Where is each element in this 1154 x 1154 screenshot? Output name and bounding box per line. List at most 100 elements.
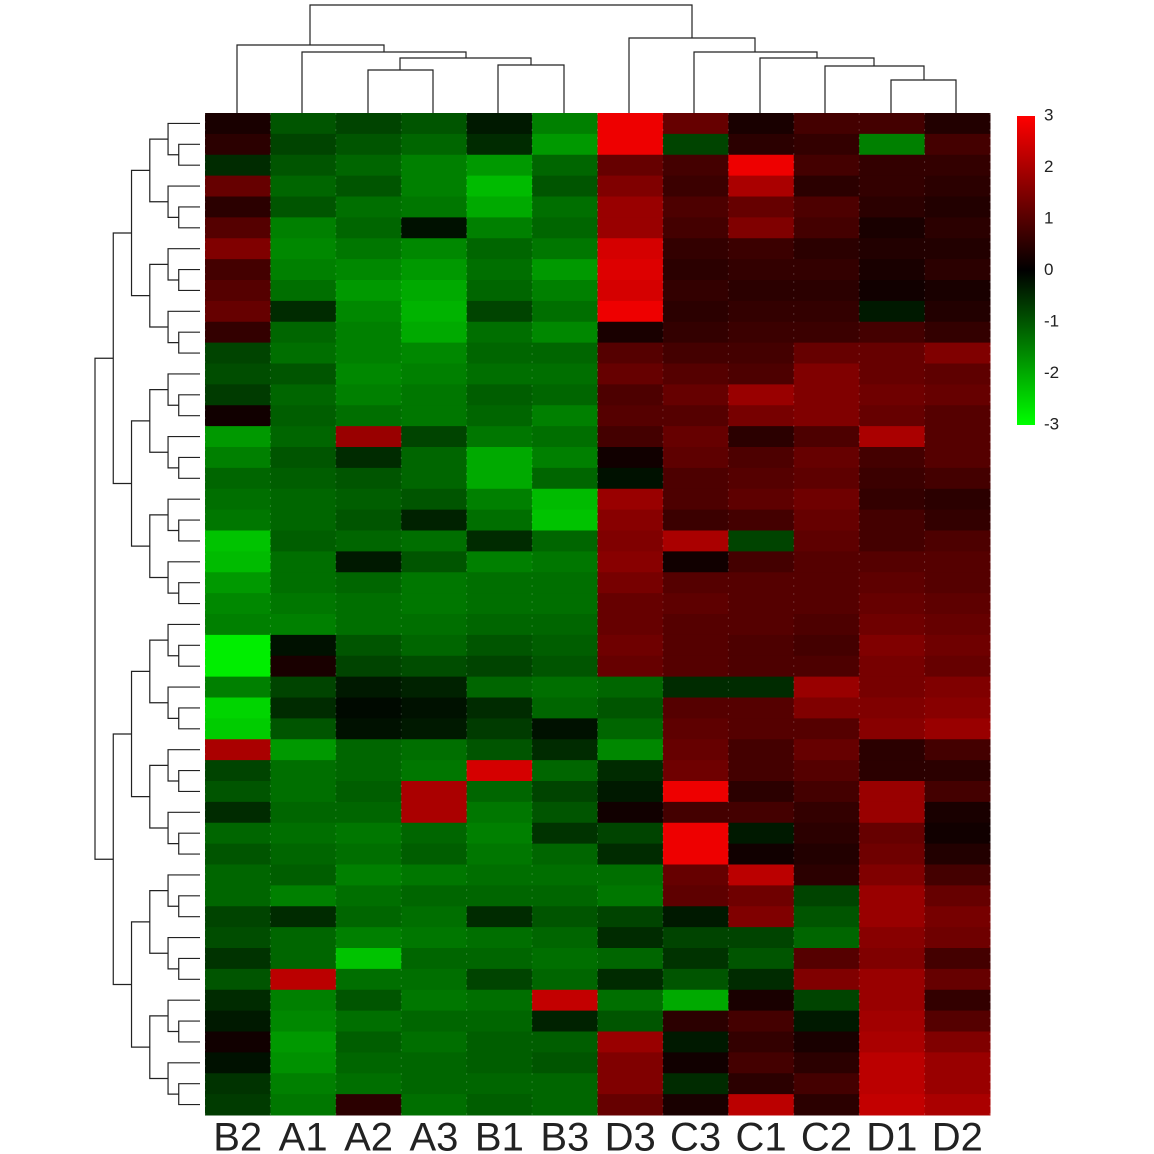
heatmap-cell <box>728 530 795 552</box>
heatmap-cell <box>335 300 402 323</box>
heatmap-cell <box>662 405 729 427</box>
heatmap-cell <box>597 1010 664 1032</box>
heatmap-cell <box>662 634 729 657</box>
heatmap-cell <box>793 718 860 740</box>
heatmap-cell <box>270 634 337 657</box>
heatmap-cell <box>597 593 664 615</box>
heatmap-cell <box>466 634 533 657</box>
heatmap-cell <box>335 739 402 761</box>
heatmap-cell <box>924 217 991 239</box>
heatmap-cell <box>924 801 991 824</box>
heatmap-cell <box>270 175 337 197</box>
heatmap-cell <box>270 697 337 719</box>
heatmap-cell <box>859 384 926 406</box>
heatmap-cell <box>335 760 402 782</box>
heatmap-cell <box>205 196 271 218</box>
heatmap-cell <box>401 739 468 761</box>
heatmap-cell <box>597 927 664 949</box>
heatmap-cell <box>270 467 337 490</box>
heatmap-cell <box>466 614 533 636</box>
heatmap-cell <box>532 259 598 281</box>
heatmap-cell <box>924 175 991 197</box>
heatmap-cell <box>270 405 337 427</box>
heatmap-cell <box>335 843 402 865</box>
heatmap-cell <box>859 447 926 469</box>
heatmap-cell <box>924 467 991 490</box>
heatmap-cell <box>597 509 664 531</box>
heatmap-cell <box>205 843 271 865</box>
heatmap-cell <box>728 760 795 782</box>
heatmap-cell <box>205 405 271 427</box>
heatmap-cell <box>793 843 860 865</box>
heatmap-cell <box>597 1073 664 1095</box>
heatmap-cell <box>924 718 991 740</box>
colorbar-tick-label: -3 <box>1044 414 1059 433</box>
heatmap-cell <box>859 1052 926 1074</box>
heatmap-cell <box>205 467 271 490</box>
row-dendrogram-branch <box>167 435 200 469</box>
heatmap-cell <box>335 321 402 344</box>
row-dendrogram-branch <box>130 670 150 798</box>
heatmap-cell <box>728 1031 795 1053</box>
heatmap-cell <box>335 509 402 531</box>
heatmap-cell <box>466 927 533 949</box>
heatmap-cell <box>597 718 664 740</box>
heatmap-cell <box>335 467 402 490</box>
heatmap-cell <box>205 300 271 323</box>
heatmap-cell <box>597 906 664 928</box>
heatmap-cell <box>466 342 533 364</box>
heatmap-cell <box>532 509 598 531</box>
heatmap-cell <box>662 593 729 615</box>
row-dendrogram-branch <box>167 936 200 970</box>
heatmap-cell <box>270 822 337 845</box>
heatmap-cell <box>793 154 860 177</box>
heatmap-cell <box>335 133 402 156</box>
heatmap-cell <box>532 697 598 719</box>
heatmap-cell <box>728 655 795 678</box>
heatmap-cell <box>532 968 598 991</box>
heatmap-cell <box>466 1052 533 1074</box>
heatmap-cell <box>401 133 468 156</box>
heatmap-cell <box>466 572 533 594</box>
column-label: B1 <box>475 1116 524 1154</box>
heatmap-cell <box>924 280 991 302</box>
heatmap-cell <box>532 384 598 406</box>
heatmap-cell <box>335 488 402 511</box>
heatmap-cell <box>924 1073 991 1095</box>
heatmap-cell <box>335 280 402 302</box>
heatmap-cell <box>466 217 533 239</box>
heatmap-cell <box>924 906 991 928</box>
heatmap-cell <box>532 801 598 824</box>
heatmap-cell <box>597 217 664 239</box>
heatmap-cell <box>728 342 795 364</box>
heatmap-cell <box>597 154 664 177</box>
column-label: C1 <box>735 1116 786 1154</box>
heatmap-cell <box>401 447 468 469</box>
heatmap-cell <box>205 509 271 531</box>
heatmap-cell <box>793 384 860 406</box>
heatmap-cell <box>662 551 729 573</box>
heatmap-cell <box>859 113 926 135</box>
heatmap-cell <box>205 133 271 156</box>
heatmap-cell <box>401 530 468 552</box>
heatmap-cell <box>205 551 271 573</box>
row-dendrogram-branch <box>167 248 200 281</box>
heatmap-cell <box>532 948 598 970</box>
heatmap-cell <box>924 885 991 907</box>
heatmap-cell <box>466 133 533 156</box>
row-dendrogram-branch <box>178 268 200 292</box>
heatmap-cell <box>728 509 795 531</box>
heatmap-cell <box>662 885 729 907</box>
heatmap-cell <box>859 217 926 239</box>
heatmap-cell <box>597 384 664 406</box>
heatmap-cell <box>597 259 664 281</box>
row-dendrogram-branch <box>149 514 169 579</box>
heatmap-cell <box>924 488 991 511</box>
heatmap-cell <box>335 885 402 907</box>
heatmap-cell <box>859 655 926 678</box>
heatmap-cell <box>270 530 337 552</box>
heatmap-cell <box>793 634 860 657</box>
heatmap-cell <box>597 175 664 197</box>
heatmap-cell <box>793 593 860 615</box>
row-dendrogram-branch <box>178 895 200 918</box>
